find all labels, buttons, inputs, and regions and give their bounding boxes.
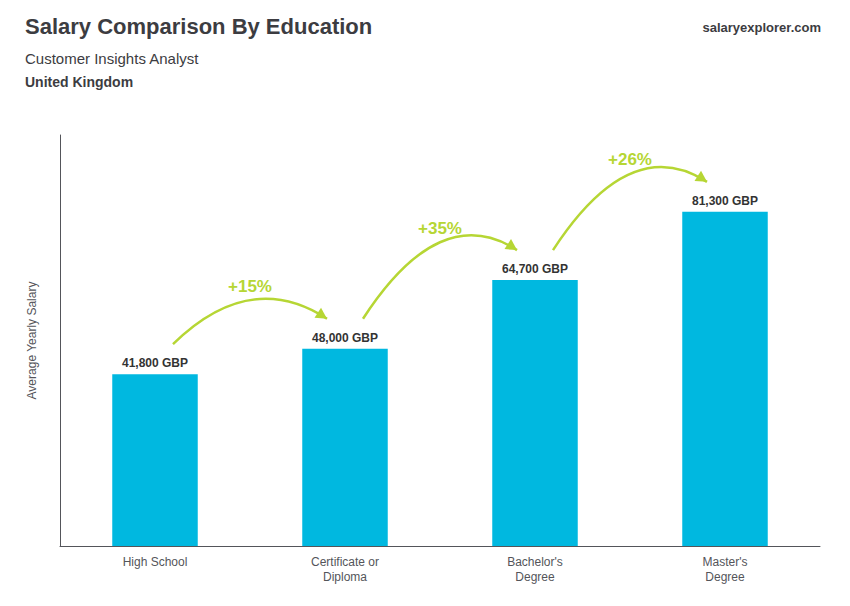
svg-text:Master's: Master's bbox=[703, 555, 748, 569]
svg-text:64,700 GBP: 64,700 GBP bbox=[502, 262, 568, 276]
svg-text:Customer Insights Analyst: Customer Insights Analyst bbox=[25, 50, 199, 67]
svg-text:Certificate or: Certificate or bbox=[311, 555, 379, 569]
svg-text:+26%: +26% bbox=[608, 150, 652, 169]
svg-text:Degree: Degree bbox=[515, 570, 555, 584]
svg-text:Diploma: Diploma bbox=[323, 570, 367, 584]
svg-text:Bachelor's: Bachelor's bbox=[507, 555, 563, 569]
svg-text:Degree: Degree bbox=[705, 570, 745, 584]
svg-text:41,800 GBP: 41,800 GBP bbox=[122, 356, 188, 370]
svg-text:Salary Comparison By Education: Salary Comparison By Education bbox=[25, 14, 372, 39]
svg-text:+35%: +35% bbox=[418, 219, 462, 238]
svg-text:High School: High School bbox=[123, 555, 188, 569]
svg-text:81,300 GBP: 81,300 GBP bbox=[692, 194, 758, 208]
svg-text:Average Yearly Salary: Average Yearly Salary bbox=[25, 282, 39, 400]
svg-text:+15%: +15% bbox=[228, 277, 272, 296]
svg-text:United Kingdom: United Kingdom bbox=[25, 74, 133, 90]
svg-text:salaryexplorer.com: salaryexplorer.com bbox=[702, 20, 821, 35]
svg-text:48,000 GBP: 48,000 GBP bbox=[312, 331, 378, 345]
